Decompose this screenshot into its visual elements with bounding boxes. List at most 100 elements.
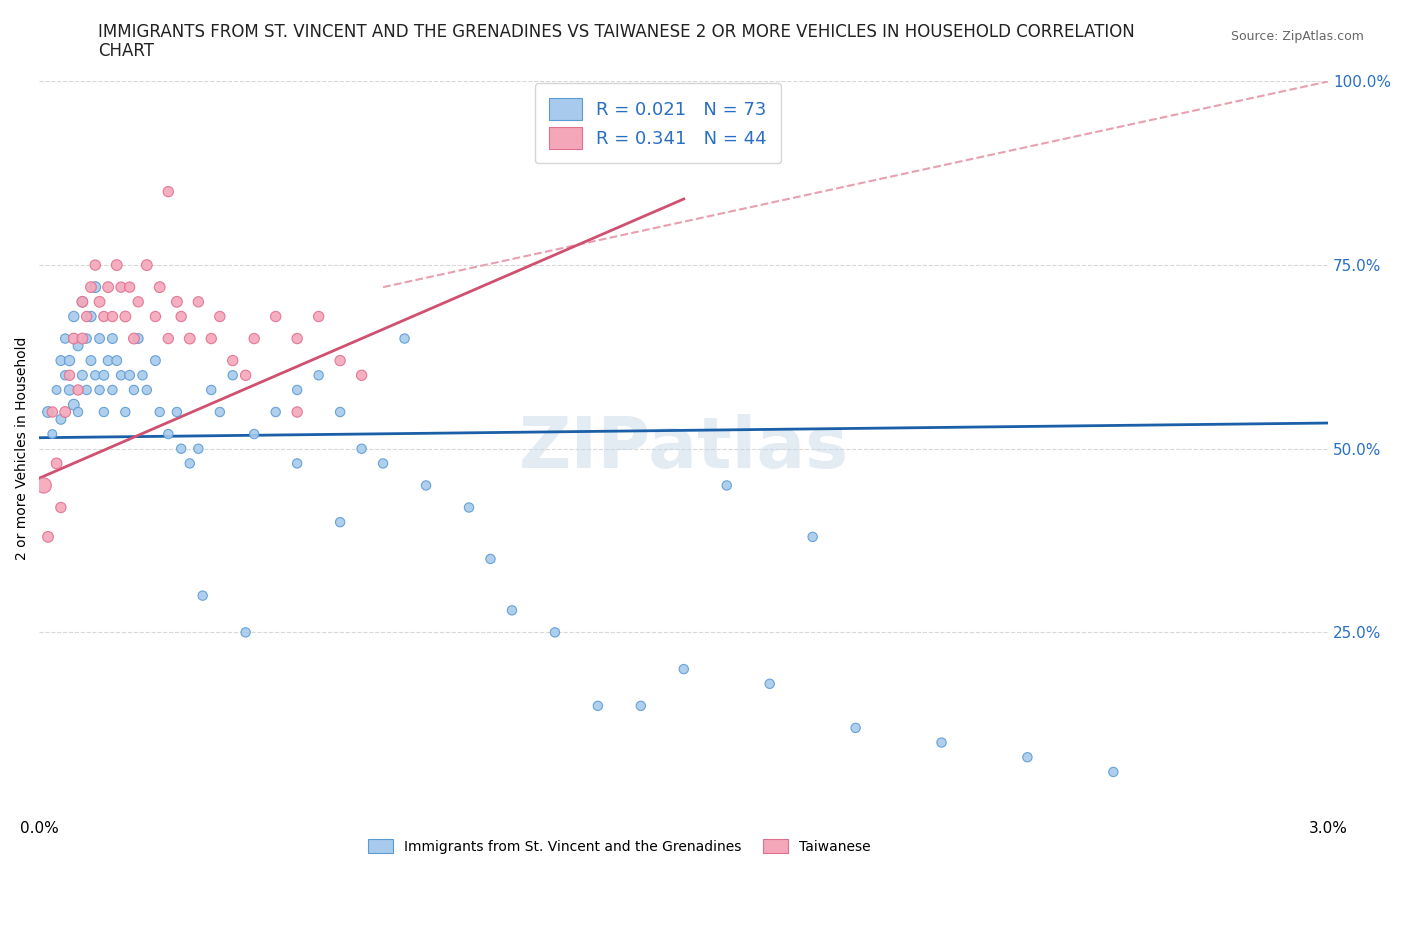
- Point: [208, 405, 231, 419]
- Point: [308, 309, 330, 324]
- Point: [243, 427, 266, 442]
- Point: [58, 368, 80, 383]
- Text: IMMIGRANTS FROM ST. VINCENT AND THE GRENADINES VS TAIWANESE 2 OR MORE VEHICLES I: IMMIGRANTS FROM ST. VINCENT AND THE GREN…: [98, 23, 1135, 41]
- Point: [101, 382, 124, 397]
- Point: [49, 353, 72, 368]
- Point: [544, 625, 567, 640]
- Point: [84, 368, 107, 383]
- Point: [122, 331, 145, 346]
- Point: [53, 331, 76, 346]
- Point: [371, 456, 394, 471]
- Point: [93, 309, 115, 324]
- Point: [41, 405, 63, 419]
- Point: [67, 339, 90, 353]
- Point: [84, 280, 107, 295]
- Point: [93, 405, 115, 419]
- Point: [308, 368, 330, 383]
- Point: [479, 551, 502, 566]
- Point: [931, 735, 953, 750]
- Point: [58, 382, 80, 397]
- Point: [89, 382, 111, 397]
- Point: [53, 368, 76, 383]
- Point: [80, 309, 103, 324]
- Point: [801, 529, 824, 544]
- Point: [157, 427, 180, 442]
- Point: [80, 353, 103, 368]
- Point: [76, 309, 98, 324]
- Point: [72, 368, 94, 383]
- Point: [37, 405, 59, 419]
- Point: [53, 405, 76, 419]
- Point: [672, 661, 695, 676]
- Point: [49, 500, 72, 515]
- Point: [105, 258, 128, 272]
- Point: [118, 280, 141, 295]
- Point: [135, 382, 157, 397]
- Point: [716, 478, 738, 493]
- Point: [67, 382, 90, 397]
- Point: [285, 331, 308, 346]
- Text: CHART: CHART: [98, 42, 155, 60]
- Point: [394, 331, 416, 346]
- Point: [586, 698, 609, 713]
- Point: [89, 331, 111, 346]
- Point: [114, 309, 136, 324]
- Point: [76, 331, 98, 346]
- Point: [145, 353, 167, 368]
- Point: [458, 500, 481, 515]
- Point: [243, 331, 266, 346]
- Point: [72, 295, 94, 310]
- Point: [80, 280, 103, 295]
- Point: [114, 405, 136, 419]
- Point: [285, 382, 308, 397]
- Point: [329, 405, 352, 419]
- Point: [329, 353, 352, 368]
- Point: [62, 397, 84, 412]
- Point: [67, 405, 90, 419]
- Point: [350, 442, 373, 457]
- Point: [1017, 750, 1039, 764]
- Text: Source: ZipAtlas.com: Source: ZipAtlas.com: [1230, 30, 1364, 43]
- Point: [235, 368, 257, 383]
- Point: [101, 331, 124, 346]
- Point: [84, 258, 107, 272]
- Point: [235, 625, 257, 640]
- Point: [97, 353, 120, 368]
- Point: [350, 368, 373, 383]
- Point: [1102, 764, 1125, 779]
- Point: [131, 368, 153, 383]
- Point: [285, 405, 308, 419]
- Point: [187, 442, 209, 457]
- Point: [501, 603, 523, 618]
- Point: [179, 331, 201, 346]
- Point: [264, 309, 287, 324]
- Point: [62, 309, 84, 324]
- Point: [329, 514, 352, 529]
- Point: [845, 721, 868, 736]
- Point: [49, 412, 72, 427]
- Point: [200, 331, 222, 346]
- Point: [122, 382, 145, 397]
- Point: [157, 184, 180, 199]
- Point: [285, 456, 308, 471]
- Point: [45, 456, 67, 471]
- Point: [58, 353, 80, 368]
- Point: [110, 280, 132, 295]
- Text: ZIPatlas: ZIPatlas: [519, 414, 849, 484]
- Point: [127, 295, 149, 310]
- Point: [149, 280, 172, 295]
- Y-axis label: 2 or more Vehicles in Household: 2 or more Vehicles in Household: [15, 337, 30, 561]
- Point: [630, 698, 652, 713]
- Point: [93, 368, 115, 383]
- Point: [157, 331, 180, 346]
- Point: [200, 382, 222, 397]
- Point: [37, 529, 59, 544]
- Point: [97, 280, 120, 295]
- Point: [166, 405, 188, 419]
- Point: [105, 353, 128, 368]
- Point: [32, 478, 55, 493]
- Point: [208, 309, 231, 324]
- Point: [149, 405, 172, 419]
- Point: [101, 309, 124, 324]
- Point: [222, 368, 245, 383]
